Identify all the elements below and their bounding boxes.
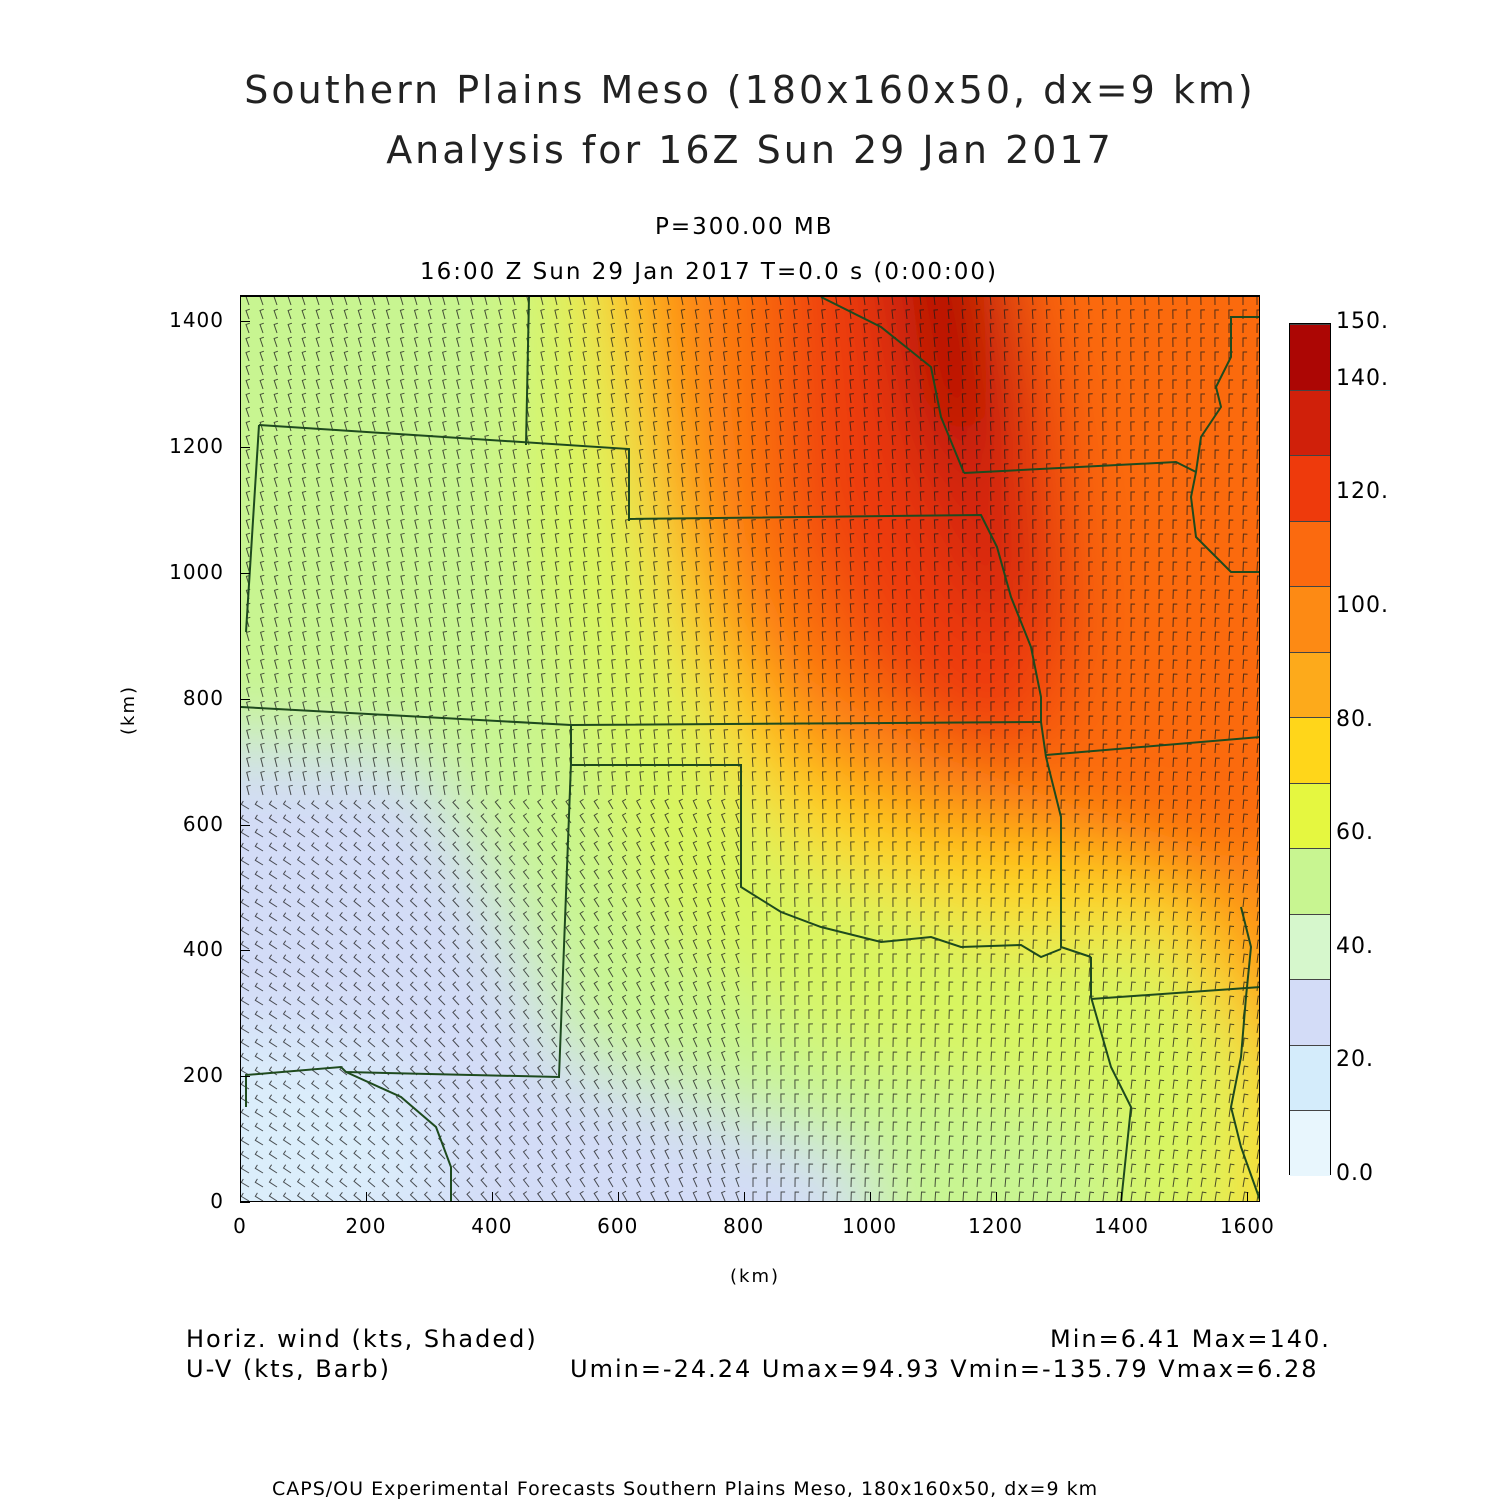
colorbar-label: 20. bbox=[1336, 1047, 1374, 1073]
x-tick-label: 400 bbox=[471, 1214, 513, 1238]
y-tick-mark bbox=[240, 1076, 250, 1078]
x-tick-label: 1200 bbox=[968, 1214, 1023, 1238]
x-tick-mark bbox=[617, 1192, 619, 1202]
map-plot-area bbox=[240, 296, 1260, 1202]
y-tick-mark bbox=[240, 824, 250, 826]
colorbar-segment bbox=[1290, 389, 1330, 456]
y-tick-mark bbox=[240, 447, 250, 448]
y-tick-mark bbox=[240, 950, 250, 952]
x-tick-mark bbox=[240, 1192, 241, 1202]
colorbar-segment bbox=[1290, 455, 1330, 521]
credit-line: CAPS/OU Experimental Forecasts Southern … bbox=[272, 1478, 1099, 1500]
y-tick-label: 200 bbox=[182, 1063, 224, 1088]
min-max-readout: Min=6.41 Max=140. bbox=[1050, 1325, 1331, 1353]
colorbar bbox=[1289, 323, 1331, 1176]
x-tick-label: 1400 bbox=[1094, 1214, 1149, 1238]
y-tick-label: 1200 bbox=[169, 434, 224, 458]
x-tick-mark bbox=[743, 1192, 745, 1202]
chart-subtitle: Analysis for 16Z Sun 29 Jan 2017 bbox=[386, 128, 1114, 172]
y-tick-mark bbox=[240, 1202, 250, 1203]
y-tick-label: 1000 bbox=[169, 559, 224, 584]
shaded-field-label: Horiz. wind (kts, Shaded) bbox=[186, 1325, 538, 1353]
x-tick-label: 600 bbox=[597, 1214, 639, 1238]
barb-field-label: U-V (kts, Barb) bbox=[186, 1355, 391, 1383]
x-tick-label: 0 bbox=[233, 1214, 247, 1238]
x-tick-label: 1600 bbox=[1219, 1214, 1275, 1238]
colorbar-segment bbox=[1290, 324, 1330, 390]
x-tick-label: 800 bbox=[723, 1214, 765, 1238]
x-tick-mark bbox=[365, 1192, 367, 1202]
colorbar-label: 120. bbox=[1336, 479, 1389, 505]
colorbar-label: 60. bbox=[1336, 820, 1374, 846]
colorbar-label: 80. bbox=[1336, 706, 1374, 732]
y-tick-mark bbox=[240, 321, 250, 323]
chart-title: Southern Plains Meso (180x160x50, dx=9 k… bbox=[244, 68, 1256, 112]
colorbar-segment bbox=[1290, 651, 1330, 718]
colorbar-label: 150. bbox=[1336, 309, 1389, 334]
x-tick-mark bbox=[491, 1192, 493, 1202]
colorbar-segment bbox=[1290, 586, 1330, 652]
x-tick-mark bbox=[995, 1192, 997, 1202]
colorbar-segment bbox=[1290, 520, 1330, 587]
colorbar-segment bbox=[1290, 848, 1330, 914]
y-tick-label: 600 bbox=[182, 811, 224, 836]
pressure-level: P=300.00 MB bbox=[655, 214, 834, 240]
x-tick-mark bbox=[1247, 1192, 1249, 1202]
y-tick-mark bbox=[240, 572, 250, 574]
y-tick-label: 0 bbox=[210, 1189, 224, 1213]
colorbar-segment bbox=[1290, 1044, 1330, 1111]
y-tick-mark bbox=[240, 698, 250, 700]
state-borders bbox=[241, 297, 1259, 1201]
y-axis-label: (km) bbox=[118, 684, 139, 735]
colorbar-label: 140. bbox=[1336, 365, 1389, 391]
colorbar-segment bbox=[1290, 1110, 1330, 1176]
colorbar-segment bbox=[1290, 717, 1330, 783]
x-tick-label: 200 bbox=[345, 1214, 387, 1238]
colorbar-segment bbox=[1290, 913, 1330, 980]
wind-map bbox=[241, 297, 1259, 1201]
y-tick-label: 800 bbox=[182, 685, 224, 710]
x-axis-label: (km) bbox=[730, 1266, 781, 1287]
colorbar-segment bbox=[1290, 782, 1330, 849]
colorbar-label: 0.0 bbox=[1336, 1161, 1374, 1186]
colorbar-label: 100. bbox=[1336, 593, 1389, 618]
colorbar-label: 40. bbox=[1336, 933, 1374, 959]
valid-time: 16:00 Z Sun 29 Jan 2017 T=0.0 s (0:00:00… bbox=[420, 259, 999, 285]
x-tick-mark bbox=[1121, 1192, 1123, 1202]
x-tick-mark bbox=[869, 1192, 871, 1202]
colorbar-segment bbox=[1290, 979, 1330, 1045]
y-tick-label: 1400 bbox=[169, 308, 224, 333]
y-tick-label: 400 bbox=[182, 937, 224, 962]
x-tick-label: 1000 bbox=[842, 1214, 898, 1238]
uv-stats-readout: Umin=-24.24 Umax=94.93 Vmin=-135.79 Vmax… bbox=[570, 1355, 1319, 1383]
